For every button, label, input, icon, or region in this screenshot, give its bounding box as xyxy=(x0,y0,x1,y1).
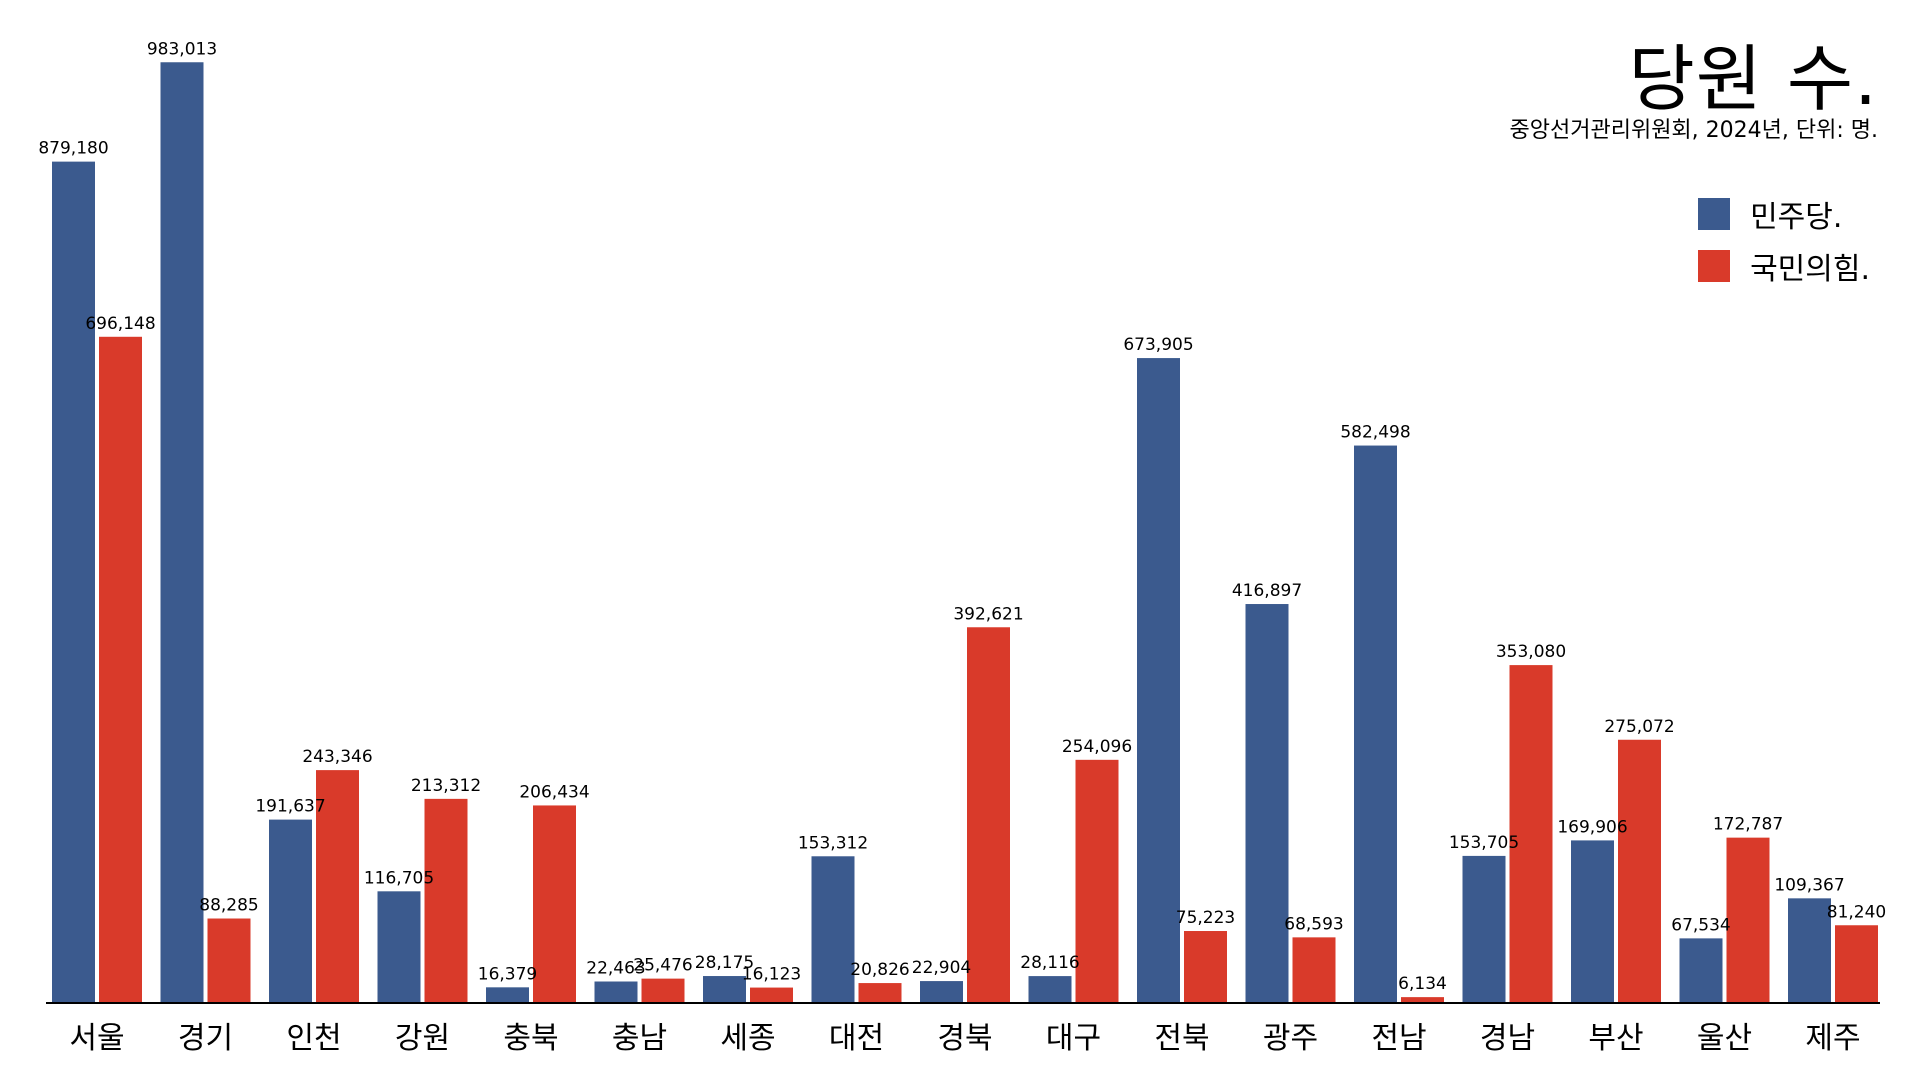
value-label-minjoo-2: 191,637 xyxy=(255,797,325,817)
value-label-ppp-7: 20,826 xyxy=(850,960,909,980)
legend-label-ppp: 국민의힘. xyxy=(1750,252,1870,287)
value-label-minjoo-14: 169,906 xyxy=(1557,817,1627,837)
value-label-minjoo-16: 109,367 xyxy=(1774,875,1844,895)
bar-minjoo-0 xyxy=(52,161,95,1003)
bar-ppp-12 xyxy=(1401,997,1444,1003)
value-label-minjoo-3: 116,705 xyxy=(364,868,434,888)
bar-minjoo-13 xyxy=(1462,855,1506,1003)
legend-swatch-minjoo xyxy=(1698,198,1731,230)
x-tick-label-8: 경북 xyxy=(937,1021,992,1056)
bar-minjoo-15 xyxy=(1679,938,1723,1003)
value-label-minjoo-13: 153,705 xyxy=(1449,833,1519,853)
x-tick-label-6: 세종 xyxy=(720,1021,775,1056)
bar-ppp-4 xyxy=(533,805,576,1003)
value-label-ppp-2: 243,346 xyxy=(302,747,372,767)
x-tick-labels-group: 서울 경기 인천 강원 충북 충남 세종 대전 경북 대구 전북 광주 전남 경남 부산 울산 제주 xyxy=(69,1021,1860,1056)
bar-minjoo-3 xyxy=(377,891,421,1003)
bar-ppp-7 xyxy=(858,983,902,1003)
x-tick-label-12: 전남 xyxy=(1371,1021,1426,1056)
bar-minjoo-10 xyxy=(1137,358,1180,1004)
x-tick-label-11: 광주 xyxy=(1263,1021,1318,1056)
value-label-minjoo-5: 22,463 xyxy=(586,959,645,979)
value-label-ppp-3: 213,312 xyxy=(411,776,481,796)
x-tick-label-3: 강원 xyxy=(395,1021,450,1056)
value-label-ppp-0: 696,148 xyxy=(85,314,155,334)
value-label-ppp-15: 172,787 xyxy=(1713,815,1783,835)
bar-minjoo-6 xyxy=(703,976,746,1003)
legend-label-minjoo: 민주당. xyxy=(1750,200,1843,235)
bar-minjoo-9 xyxy=(1028,976,1072,1003)
value-label-ppp-12: 6,134 xyxy=(1398,974,1447,994)
bar-ppp-0 xyxy=(99,336,142,1003)
value-label-minjoo-1: 983,013 xyxy=(147,39,217,59)
x-tick-label-1: 경기 xyxy=(178,1021,233,1056)
value-label-minjoo-11: 416,897 xyxy=(1232,581,1302,601)
value-label-minjoo-12: 582,498 xyxy=(1340,423,1410,443)
bar-minjoo-4 xyxy=(486,987,529,1003)
value-label-ppp-14: 275,072 xyxy=(1604,717,1674,737)
value-label-ppp-13: 353,080 xyxy=(1496,642,1566,662)
bar-ppp-3 xyxy=(424,798,468,1003)
value-label-minjoo-7: 153,312 xyxy=(798,833,868,853)
legend: 민주당. 국민의힘. xyxy=(1698,188,1870,292)
bar-minjoo-2 xyxy=(269,819,312,1003)
value-label-minjoo-15: 67,534 xyxy=(1671,915,1730,935)
bar-ppp-5 xyxy=(641,978,685,1003)
value-label-minjoo-10: 673,905 xyxy=(1123,335,1193,355)
bar-ppp-11 xyxy=(1292,937,1336,1003)
legend-item-minjoo: 민주당. xyxy=(1698,188,1870,240)
bar-minjoo-8 xyxy=(920,981,963,1003)
value-label-ppp-9: 254,096 xyxy=(1062,737,1132,757)
value-label-minjoo-6: 28,175 xyxy=(695,953,754,973)
value-label-ppp-4: 206,434 xyxy=(519,782,589,802)
value-label-minjoo-8: 22,904 xyxy=(912,958,971,978)
bar-minjoo-11 xyxy=(1245,604,1289,1003)
value-label-minjoo-4: 16,379 xyxy=(478,964,537,984)
value-label-ppp-16: 81,240 xyxy=(1827,902,1886,922)
bar-minjoo-7 xyxy=(811,856,855,1003)
bar-minjoo-16 xyxy=(1788,898,1831,1003)
bar-ppp-10 xyxy=(1184,931,1227,1003)
bar-minjoo-1 xyxy=(160,62,204,1004)
value-label-ppp-8: 392,621 xyxy=(953,604,1023,624)
x-tick-label-2: 인천 xyxy=(286,1021,341,1056)
x-tick-label-7: 대전 xyxy=(829,1021,884,1056)
x-tick-label-13: 경남 xyxy=(1480,1021,1535,1056)
x-tick-label-16: 제주 xyxy=(1805,1021,1860,1056)
bar-ppp-6 xyxy=(750,987,793,1003)
x-tick-label-14: 부산 xyxy=(1588,1021,1643,1056)
bar-ppp-8 xyxy=(967,627,1010,1003)
chart-subtitle: 중앙선거관리위원회, 2024년, 단위: 명. xyxy=(1509,118,1878,143)
value-label-minjoo-9: 28,116 xyxy=(1020,953,1079,973)
value-labels-group: 879,180 696,148 983,013 88,285 191,637 243,34… xyxy=(38,39,1886,994)
x-tick-label-15: 울산 xyxy=(1697,1021,1752,1056)
x-tick-label-0: 서울 xyxy=(69,1021,124,1056)
legend-swatch-ppp xyxy=(1698,250,1731,282)
value-label-minjoo-0: 879,180 xyxy=(38,139,108,159)
value-label-ppp-1: 88,285 xyxy=(199,896,258,916)
x-tick-label-10: 전북 xyxy=(1154,1021,1209,1056)
x-tick-label-9: 대구 xyxy=(1046,1021,1101,1056)
bar-ppp-15 xyxy=(1726,837,1770,1003)
bar-ppp-9 xyxy=(1075,759,1119,1003)
bar-minjoo-14 xyxy=(1571,840,1614,1003)
bar-ppp-16 xyxy=(1835,925,1878,1003)
bar-minjoo-5 xyxy=(594,981,638,1003)
value-label-ppp-6: 16,123 xyxy=(742,965,801,985)
bar-minjoo-12 xyxy=(1354,445,1397,1003)
bar-ppp-14 xyxy=(1618,739,1661,1003)
value-label-ppp-10: 75,223 xyxy=(1176,908,1235,928)
chart-title: 당원 수. xyxy=(1628,37,1878,121)
x-tick-label-5: 충남 xyxy=(612,1021,667,1056)
value-label-ppp-5: 25,476 xyxy=(633,956,692,976)
bar-ppp-13 xyxy=(1509,665,1553,1003)
bar-ppp-2 xyxy=(316,770,359,1003)
x-tick-label-4: 충북 xyxy=(503,1021,558,1056)
bar-ppp-1 xyxy=(207,918,251,1003)
legend-item-ppp: 국민의힘. xyxy=(1698,240,1870,292)
value-label-ppp-11: 68,593 xyxy=(1284,914,1343,934)
bars-group xyxy=(52,62,1878,1004)
